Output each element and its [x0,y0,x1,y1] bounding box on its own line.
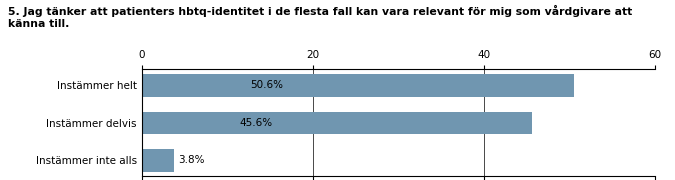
Bar [142,112,532,134]
Text: 3.8%: 3.8% [178,155,204,165]
Bar [142,74,574,97]
Text: 45.6%: 45.6% [239,118,272,128]
Bar [142,149,174,172]
Text: 50.6%: 50.6% [250,80,283,90]
Text: 5. Jag tänker att patienters hbtq-identitet i de flesta fall kan vara relevant f: 5. Jag tänker att patienters hbtq-identi… [8,5,632,29]
